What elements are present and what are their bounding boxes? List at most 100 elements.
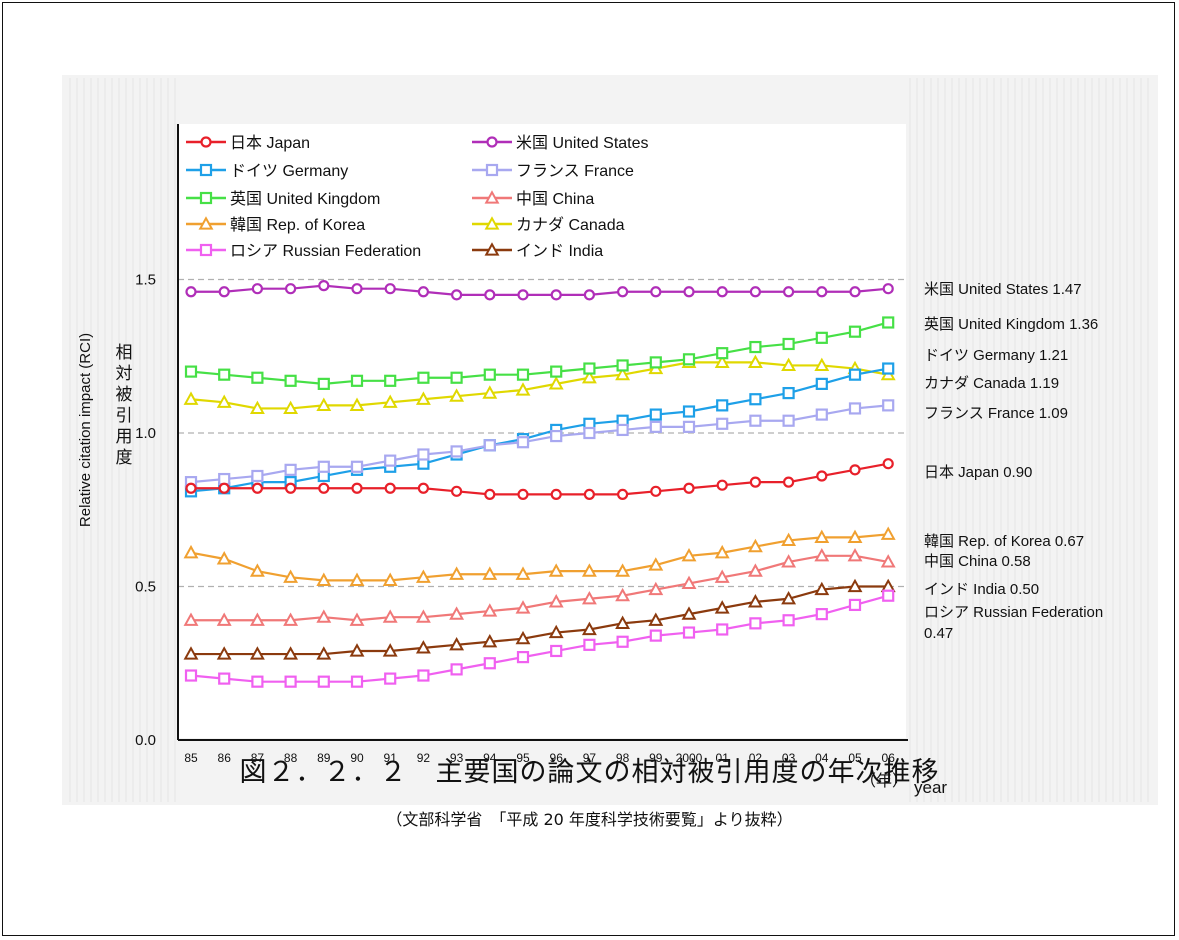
end-label: ドイツ Germany 1.21: [924, 347, 1068, 364]
data-point: [251, 675, 264, 688]
x-tick-label: 99: [649, 751, 663, 765]
data-point: [517, 488, 529, 500]
data-point: [482, 566, 498, 580]
data-point: [847, 547, 863, 562]
end-label: カナダ Canada 1.19: [924, 375, 1059, 392]
data-point: [782, 476, 795, 488]
series-line: [191, 554, 889, 622]
data-point: [548, 563, 564, 577]
data-point: [316, 572, 332, 586]
data-point: [550, 488, 562, 500]
data-point: [616, 635, 629, 648]
data-point: [815, 331, 828, 344]
data-point: [316, 646, 332, 660]
series-1: [185, 280, 894, 301]
data-point: [484, 190, 500, 204]
data-point: [650, 286, 662, 298]
series-8: [184, 589, 895, 688]
data-point: [550, 289, 562, 301]
x-tick-label: 90: [350, 751, 364, 765]
data-point: [317, 675, 330, 688]
data-point: [199, 191, 213, 205]
data-point: [484, 289, 496, 301]
x-tick-label: 86: [218, 751, 232, 765]
data-point: [284, 374, 297, 387]
data-point: [814, 529, 830, 543]
data-point: [816, 286, 828, 298]
data-point: [714, 544, 730, 559]
data-point: [548, 624, 564, 639]
x-tick-label: 98: [616, 751, 630, 765]
data-point: [384, 374, 397, 387]
data-point: [382, 609, 398, 623]
series-7: [183, 354, 896, 415]
data-point: [583, 426, 596, 440]
data-point: [550, 644, 563, 658]
data-point: [216, 646, 232, 660]
data-point: [382, 394, 398, 408]
data-point: [615, 366, 631, 381]
data-point: [880, 526, 896, 540]
data-point: [349, 397, 365, 411]
data-point: [848, 598, 862, 612]
data-point: [716, 286, 728, 298]
x-tick-label: 89: [317, 751, 331, 765]
data-point: [849, 464, 861, 476]
data-point: [350, 675, 364, 688]
y-tick-label: 0.5: [135, 579, 156, 596]
data-point: [714, 354, 730, 368]
data-point: [218, 472, 231, 486]
legend-label: カナダ Canada: [516, 216, 625, 234]
data-point: [815, 608, 828, 621]
data-point: [251, 469, 264, 483]
data-point: [351, 283, 363, 295]
data-point: [482, 633, 498, 648]
data-point: [681, 547, 697, 562]
series-line: [190, 533, 889, 582]
data-point: [382, 643, 398, 657]
data-point: [317, 460, 330, 473]
data-point: [815, 408, 828, 421]
data-point: [218, 286, 230, 298]
data-point: [583, 362, 596, 375]
series-0: [185, 458, 894, 500]
data-point: [484, 216, 500, 230]
legend-item: カナダ Canada: [472, 216, 625, 234]
data-point: [615, 587, 631, 602]
data-point: [581, 621, 597, 636]
data-point: [781, 357, 797, 372]
y-axis-label: Relative citation impact (RCI): [77, 333, 94, 527]
legend-item: ロシア Russian Federation: [186, 243, 421, 260]
data-point: [749, 617, 762, 630]
end-label: 日本 Japan 0.90: [924, 464, 1032, 481]
data-point: [317, 377, 330, 390]
x-tick-label: 93: [450, 751, 464, 765]
data-point: [216, 612, 232, 626]
x-tick-labels: 85 86 87 88 89 90 91 92 93 94 95 96 97 98 99 2000 01 02 03…: [184, 751, 895, 765]
x-tick-label: 91: [384, 751, 398, 765]
x-tick-label: 05: [848, 751, 862, 765]
data-point: [747, 594, 763, 608]
data-point: [683, 286, 695, 298]
data-point: [483, 439, 496, 452]
data-point: [814, 581, 830, 596]
data-point: [714, 569, 730, 583]
data-point: [847, 529, 863, 543]
series-4: [184, 316, 895, 390]
data-point: [648, 557, 664, 571]
data-point: [384, 283, 396, 295]
data-point: [450, 663, 463, 676]
data-point: [316, 397, 332, 411]
data-point: [183, 544, 199, 559]
data-point: [515, 566, 531, 580]
data-point: [483, 657, 496, 670]
data-point: [848, 325, 862, 338]
data-point: [283, 612, 299, 626]
x-tick-label: 88: [284, 751, 298, 765]
data-point: [183, 612, 199, 626]
legend-item: 英国 United Kingdom: [186, 190, 380, 208]
data-point: [318, 482, 330, 494]
data-point: [849, 286, 861, 298]
data-point: [749, 393, 762, 406]
